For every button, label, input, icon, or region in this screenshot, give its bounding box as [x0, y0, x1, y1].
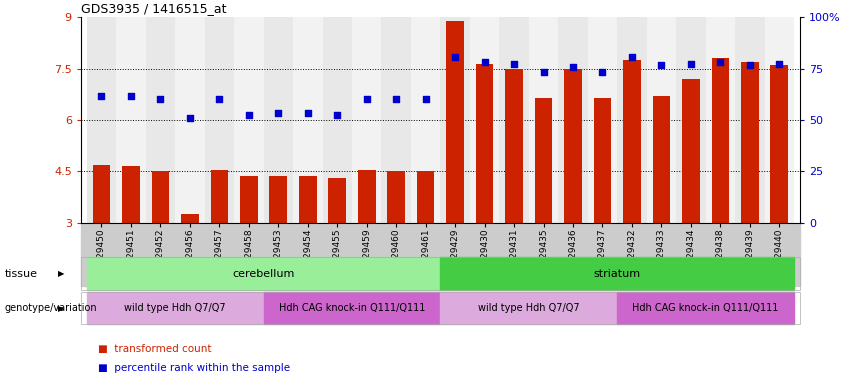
Text: GDS3935 / 1416515_at: GDS3935 / 1416515_at	[81, 2, 226, 15]
Bar	[299, 177, 317, 223]
Bar	[93, 164, 111, 223]
Bar	[588, 17, 617, 223]
Point	[654, 62, 668, 68]
Bar	[381, 17, 411, 223]
Bar	[411, 17, 440, 223]
Point	[507, 60, 521, 66]
Point	[242, 112, 255, 118]
Bar	[500, 17, 528, 223]
Point	[625, 54, 639, 60]
Bar	[711, 58, 729, 223]
Bar	[770, 65, 788, 223]
Point	[773, 60, 786, 66]
Bar	[264, 17, 293, 223]
Bar	[328, 178, 346, 223]
Bar	[234, 17, 264, 223]
Bar	[122, 166, 140, 223]
Bar	[682, 79, 700, 223]
Point	[566, 64, 580, 70]
Bar	[204, 17, 234, 223]
Bar	[735, 17, 764, 223]
Point	[213, 96, 226, 103]
Point	[419, 96, 432, 103]
Point	[360, 96, 374, 103]
Text: striatum: striatum	[594, 268, 641, 279]
Text: ■  transformed count: ■ transformed count	[98, 344, 211, 354]
Bar	[181, 214, 199, 223]
Text: genotype/variation: genotype/variation	[4, 303, 97, 313]
Bar	[293, 17, 323, 223]
Bar	[653, 96, 671, 223]
Bar	[558, 17, 588, 223]
Bar	[87, 17, 117, 223]
Text: Hdh CAG knock-in Q111/Q111: Hdh CAG knock-in Q111/Q111	[279, 303, 426, 313]
Bar	[270, 177, 287, 223]
Text: ▶: ▶	[58, 269, 65, 278]
Text: ■  percentile rank within the sample: ■ percentile rank within the sample	[98, 363, 290, 373]
Point	[596, 69, 609, 75]
Bar	[210, 170, 228, 223]
Point	[301, 110, 315, 116]
Bar	[764, 17, 794, 223]
Bar	[623, 60, 641, 223]
Bar	[352, 17, 381, 223]
Bar	[677, 17, 705, 223]
Bar	[175, 17, 204, 223]
Point	[271, 110, 285, 116]
Bar	[617, 17, 647, 223]
Point	[537, 69, 551, 75]
Bar	[564, 69, 582, 223]
Point	[183, 115, 197, 121]
Text: cerebellum: cerebellum	[232, 268, 294, 279]
Text: wild type Hdh Q7/Q7: wild type Hdh Q7/Q7	[124, 303, 226, 313]
Bar	[594, 98, 611, 223]
Bar	[647, 17, 677, 223]
Bar	[446, 21, 464, 223]
Bar	[417, 171, 435, 223]
Point	[743, 62, 757, 68]
Bar	[146, 17, 175, 223]
Point	[390, 96, 403, 103]
Bar	[387, 171, 405, 223]
Point	[330, 112, 344, 118]
Bar	[323, 17, 352, 223]
Bar	[151, 171, 169, 223]
Point	[94, 93, 108, 99]
Point	[713, 59, 727, 65]
Bar	[528, 17, 558, 223]
Text: wild type Hdh Q7/Q7: wild type Hdh Q7/Q7	[478, 303, 580, 313]
Point	[448, 54, 462, 60]
Bar	[505, 69, 523, 223]
Bar	[534, 98, 552, 223]
Bar	[117, 17, 146, 223]
Bar	[741, 62, 759, 223]
Bar	[705, 17, 735, 223]
Bar	[358, 170, 375, 223]
Point	[477, 59, 491, 65]
Bar	[240, 177, 258, 223]
Point	[124, 93, 138, 99]
Bar	[440, 17, 470, 223]
Text: Hdh CAG knock-in Q111/Q111: Hdh CAG knock-in Q111/Q111	[632, 303, 779, 313]
Text: ▶: ▶	[58, 304, 65, 313]
Bar	[470, 17, 500, 223]
Text: tissue: tissue	[4, 268, 37, 279]
Bar	[476, 63, 494, 223]
Point	[684, 60, 698, 66]
Point	[154, 96, 168, 103]
